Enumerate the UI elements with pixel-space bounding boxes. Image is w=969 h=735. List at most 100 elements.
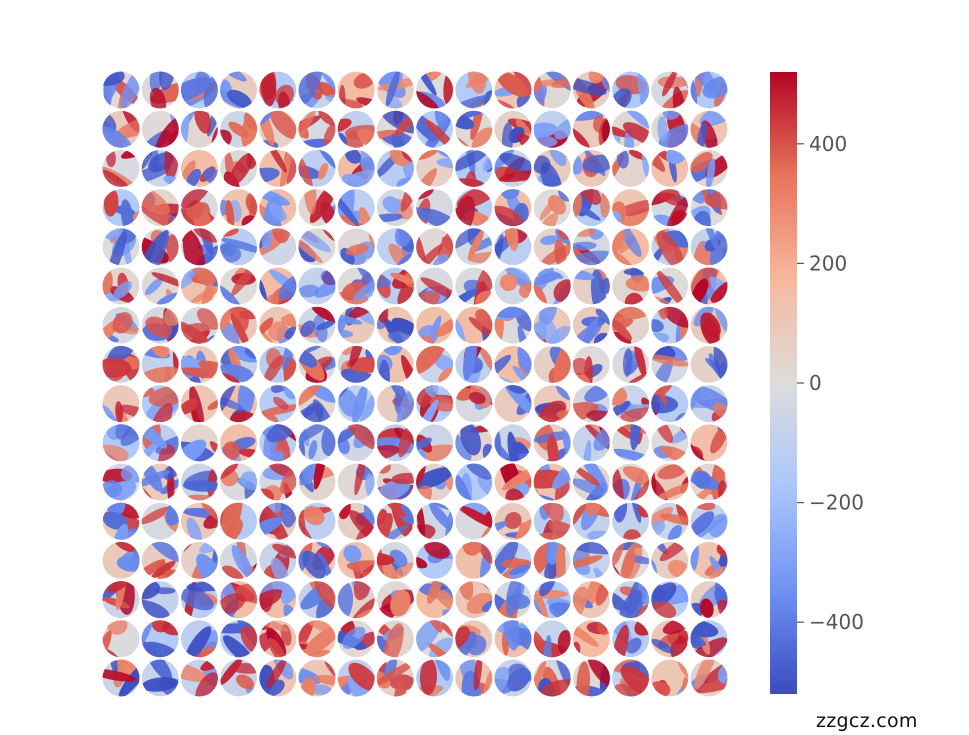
heatmap-cell xyxy=(220,385,258,423)
heatmap-cell xyxy=(220,228,258,266)
heatmap-cell xyxy=(533,502,571,540)
heatmap-cell xyxy=(337,620,375,658)
heatmap-cell xyxy=(572,463,610,501)
heatmap-cell xyxy=(533,110,571,148)
heatmap-cell xyxy=(180,502,218,540)
heatmap-cell xyxy=(180,581,218,619)
heatmap-cell xyxy=(533,149,571,187)
heatmap-cell xyxy=(416,228,454,266)
heatmap-cell xyxy=(102,228,140,266)
colorbar-ticks: 400 200 0 −200 −400 xyxy=(797,132,864,634)
heatmap-cell xyxy=(494,149,532,187)
heatmap-cell xyxy=(102,385,140,423)
heatmap-cell xyxy=(141,267,179,305)
heatmap-cell xyxy=(612,385,650,423)
heatmap-cell xyxy=(180,189,218,227)
heatmap-cell xyxy=(337,228,375,266)
heatmap-cell xyxy=(102,110,140,148)
heatmap-cell xyxy=(494,228,532,266)
heatmap-cell xyxy=(102,463,140,501)
heatmap-cell xyxy=(180,385,218,423)
heatmap-cell xyxy=(298,267,336,305)
heatmap-cell xyxy=(180,424,218,462)
heatmap-cell xyxy=(180,149,218,187)
heatmap-cell xyxy=(612,267,650,305)
heatmap-cell xyxy=(533,620,571,658)
heatmap-cell xyxy=(102,541,140,579)
heatmap-grid xyxy=(102,71,728,697)
heatmap-cell xyxy=(690,110,728,148)
heatmap-cell xyxy=(651,228,689,266)
heatmap-cell xyxy=(337,189,375,227)
heatmap-cell xyxy=(180,463,218,501)
heatmap-cell xyxy=(141,424,179,462)
heatmap-cell xyxy=(337,267,375,305)
heatmap-cell xyxy=(494,71,532,109)
heatmap-cell xyxy=(220,502,258,540)
heatmap-cell xyxy=(494,267,532,305)
heatmap-cell xyxy=(494,581,532,619)
heatmap-cell xyxy=(102,502,140,540)
heatmap-cell xyxy=(141,306,179,344)
heatmap-cell xyxy=(220,424,258,462)
heatmap-cell xyxy=(651,189,689,227)
heatmap-cell xyxy=(416,424,454,462)
heatmap-cell xyxy=(690,345,728,383)
colorbar-tick-label: −400 xyxy=(809,610,864,634)
heatmap-cell xyxy=(259,463,297,501)
heatmap-cell xyxy=(298,424,336,462)
heatmap-cell xyxy=(612,306,650,344)
heatmap-cell xyxy=(690,149,728,187)
heatmap-cell xyxy=(180,541,218,579)
heatmap-cell xyxy=(259,424,297,462)
heatmap-cell xyxy=(141,541,179,579)
heatmap-cell xyxy=(612,189,650,227)
colorbar-tick-label: 400 xyxy=(809,132,847,156)
heatmap-cell xyxy=(416,385,454,423)
heatmap-cell xyxy=(690,71,728,109)
heatmap-cell xyxy=(259,385,297,423)
heatmap-cell xyxy=(376,71,414,109)
heatmap-cell xyxy=(651,149,689,187)
heatmap-cell xyxy=(376,541,414,579)
heatmap-cell xyxy=(572,149,610,187)
heatmap-cell xyxy=(259,267,297,305)
heatmap-cell xyxy=(298,581,336,619)
heatmap-cell xyxy=(416,345,454,383)
heatmap-cell xyxy=(376,502,414,540)
heatmap-cell xyxy=(572,620,610,658)
heatmap-cell xyxy=(337,306,375,344)
heatmap-cell xyxy=(533,228,571,266)
colorbar-tick-label: 0 xyxy=(809,371,822,395)
heatmap-cell xyxy=(455,541,493,579)
heatmap-cell xyxy=(376,424,414,462)
heatmap-cell xyxy=(337,110,375,148)
heatmap-cell xyxy=(494,189,532,227)
heatmap-cell xyxy=(337,659,375,697)
heatmap-cell xyxy=(141,189,179,227)
heatmap-cell xyxy=(572,345,610,383)
heatmap-cell xyxy=(180,659,218,697)
heatmap-cell xyxy=(572,189,610,227)
heatmap-cell xyxy=(494,385,532,423)
heatmap-cell xyxy=(612,659,650,697)
heatmap-cell xyxy=(102,620,140,658)
heatmap-cell xyxy=(533,541,571,579)
heatmap-cell xyxy=(455,659,493,697)
heatmap-cell xyxy=(102,306,140,344)
heatmap-cell xyxy=(259,189,297,227)
colorbar: 400 200 0 −200 −400 xyxy=(770,72,864,694)
heatmap-cell xyxy=(533,189,571,227)
heatmap-cell xyxy=(690,385,728,423)
heatmap-cell xyxy=(690,502,728,540)
heatmap-cell xyxy=(494,463,532,501)
heatmap-cell xyxy=(220,620,258,658)
heatmap-cell xyxy=(690,620,728,658)
heatmap-cell xyxy=(220,659,258,697)
heatmap-cell xyxy=(572,306,610,344)
heatmap-cell xyxy=(102,267,140,305)
heatmap-cell xyxy=(337,581,375,619)
heatmap-cell xyxy=(690,463,728,501)
heatmap-cell xyxy=(376,659,414,697)
